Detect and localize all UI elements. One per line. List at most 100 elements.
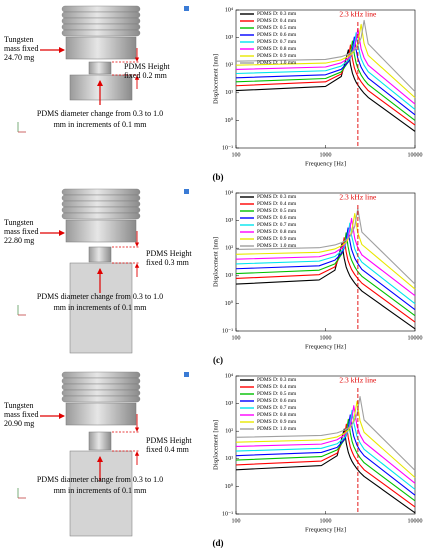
icon: [184, 372, 189, 377]
panel-label: (d): [213, 538, 224, 548]
series-line: [235, 418, 416, 502]
base-block: [69, 74, 133, 101]
height-text: fixed 0.2 mm: [124, 71, 168, 80]
y-tick-label: 10²: [225, 246, 233, 252]
x-tick-label: 10000: [408, 335, 423, 341]
series-line: [235, 405, 416, 484]
y-axis-label: Displacement [nm]: [212, 237, 219, 287]
series-line: [235, 44, 416, 126]
height-text: fixed 0.4 mm: [146, 445, 190, 454]
mass-text: 22.80 mg: [4, 236, 34, 245]
panel-label: (b): [213, 172, 224, 182]
x-tick-label: 1000: [320, 152, 332, 158]
x-tick-label: 100: [232, 518, 241, 524]
y-tick-label: 10⁴: [225, 7, 233, 13]
y-tick-label: 10⁰: [225, 483, 234, 490]
series-line: [235, 19, 416, 93]
chart: 100 1000 10000 10⁻¹ 10⁰ 10¹ 10² 10³ 10⁴ Frequency…: [212, 7, 422, 167]
y-tick-label: 10¹: [225, 90, 233, 96]
disk: [61, 206, 141, 214]
diameter-text: PDMS diameter change from 0.3 to 1.0: [37, 475, 163, 484]
diameter-text: PDMS diameter change from 0.3 to 1.0: [37, 109, 163, 118]
y-tick-label: 10⁰: [225, 117, 234, 124]
chart: 100 1000 10000 10⁻¹ 10⁰ 10¹ 10² 10³ 10⁴ Frequency…: [212, 190, 422, 350]
disk: [61, 212, 141, 220]
disk: [61, 5, 141, 13]
x-tick-label: 10000: [408, 518, 423, 524]
legend-label: PDMS D: 0.9 mm: [257, 53, 297, 59]
series-line: [235, 400, 416, 478]
y-tick-label: 10⁴: [225, 190, 233, 196]
series-line: [235, 40, 416, 121]
disk: [61, 395, 141, 403]
y-tick-label: 10²: [225, 63, 233, 69]
mass-text: mass fixed: [4, 227, 38, 236]
legend-label: PDMS D: 1.0 mm: [257, 426, 297, 432]
y-tick-label: 10⁰: [225, 300, 234, 307]
x-axis-label: Frequency [Hz]: [305, 343, 346, 350]
y-tick-label: 10⁻¹: [222, 328, 233, 334]
legend-label: PDMS D: 0.7 mm: [257, 39, 297, 45]
legend-label: PDMS D: 0.4 mm: [257, 384, 297, 390]
legend-label: PDMS D: 0.3 mm: [257, 377, 297, 383]
diameter-text: mm in increments of 0.1 mm: [54, 303, 148, 312]
legend-label: PDMS D: 0.6 mm: [257, 215, 297, 221]
series-line: [235, 396, 416, 471]
legend-label: PDMS D: 0.5 mm: [257, 25, 297, 31]
diameter-text: PDMS diameter change from 0.3 to 1.0: [37, 292, 163, 301]
mass-text: mass fixed: [4, 410, 38, 419]
base-block: [69, 450, 133, 537]
series-line: [235, 28, 416, 105]
y-tick-label: 10³: [225, 218, 233, 224]
legend-label: PDMS D: 1.0 mm: [257, 243, 297, 249]
legend-label: PDMS D: 0.9 mm: [257, 419, 297, 425]
legend-label: PDMS D: 0.8 mm: [257, 229, 297, 235]
series-line: [235, 428, 416, 514]
legend-label: PDMS D: 0.4 mm: [257, 18, 297, 24]
y-tick-label: 10¹: [225, 273, 233, 279]
chart: 100 1000 10000 10⁻¹ 10⁰ 10¹ 10² 10³ 10⁴ Frequency…: [212, 373, 422, 533]
icon: [184, 6, 189, 11]
legend-label: PDMS D: 0.3 mm: [257, 194, 297, 200]
pdms-neck: [88, 61, 112, 75]
mass-text: 20.90 mg: [4, 419, 34, 428]
icon: [184, 189, 189, 194]
y-axis-label: Displacement [nm]: [212, 420, 219, 470]
series-line: [235, 414, 416, 496]
series-line: [235, 423, 416, 508]
disk: [61, 377, 141, 385]
y-tick-label: 10⁻¹: [222, 511, 233, 517]
legend-label: PDMS D: 0.7 mm: [257, 222, 297, 228]
mass-block: [65, 219, 137, 243]
reference-label: 2.3 kHz line: [339, 10, 377, 19]
mass-block: [65, 402, 137, 426]
legend-label: PDMS D: 0.4 mm: [257, 201, 297, 207]
mass-text: Tungsten: [4, 401, 34, 410]
height-text: PDMS Height: [146, 436, 192, 445]
legend-label: PDMS D: 0.5 mm: [257, 208, 297, 214]
mass-block: [65, 36, 137, 60]
x-axis-label: Frequency [Hz]: [305, 160, 346, 167]
series-line: [235, 227, 416, 311]
disk: [61, 29, 141, 37]
disk: [61, 194, 141, 202]
legend-label: PDMS D: 0.9 mm: [257, 236, 297, 242]
legend-label: PDMS D: 0.8 mm: [257, 412, 297, 418]
y-tick-label: 10⁻¹: [222, 145, 233, 151]
y-tick-label: 10¹: [225, 456, 233, 462]
pdms-neck: [88, 246, 112, 263]
disk: [61, 389, 141, 397]
series-line: [235, 409, 416, 490]
x-tick-label: 10000: [408, 152, 423, 158]
series-line: [235, 32, 416, 110]
y-tick-label: 10²: [225, 429, 233, 435]
panel-label: (c): [213, 355, 223, 365]
height-text: fixed 0.3 mm: [146, 258, 190, 267]
height-text: PDMS Height: [124, 62, 170, 71]
x-tick-label: 1000: [320, 518, 332, 524]
legend-label: PDMS D: 0.5 mm: [257, 391, 297, 397]
reference-label: 2.3 kHz line: [339, 193, 377, 202]
